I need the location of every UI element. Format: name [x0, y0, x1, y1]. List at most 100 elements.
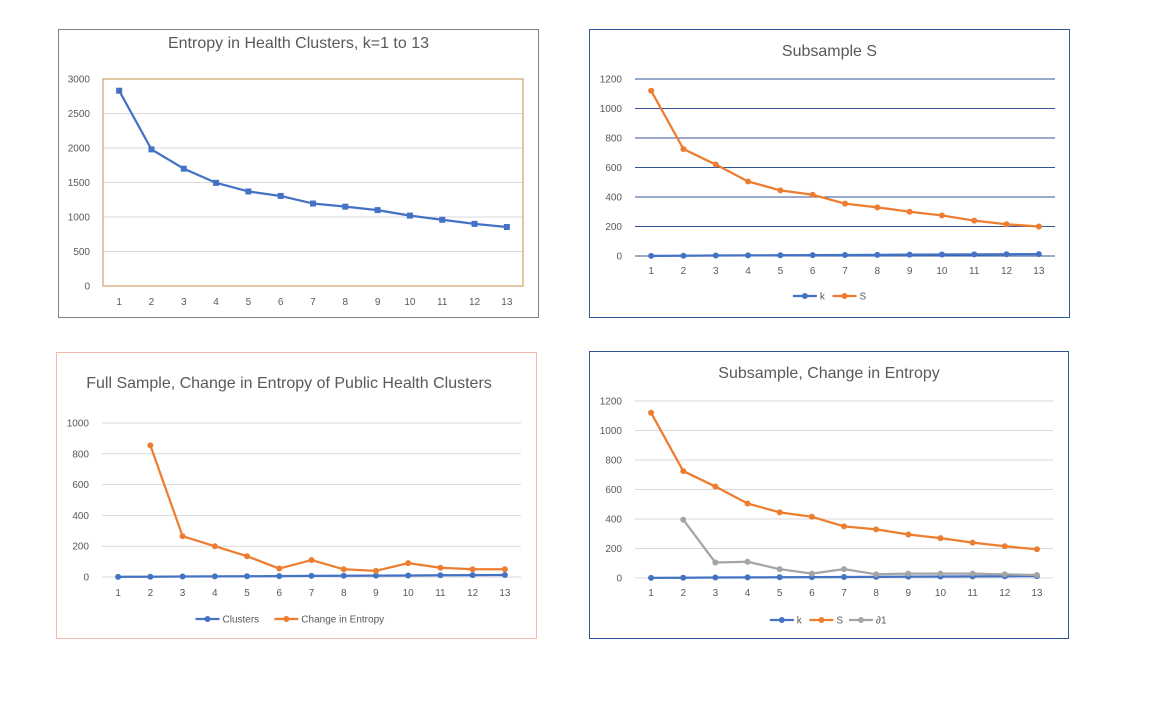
data-point	[874, 251, 881, 258]
x-tick-label: 10	[404, 297, 416, 308]
data-point	[971, 217, 978, 224]
data-point	[501, 571, 508, 578]
x-tick-label: 8	[873, 588, 879, 599]
x-tick-label: 12	[999, 588, 1011, 599]
y-tick-label: 400	[72, 511, 89, 522]
x-tick-label: 9	[373, 588, 379, 599]
legend-label: S	[860, 292, 867, 303]
data-point	[808, 570, 815, 577]
x-tick-label: 5	[777, 588, 783, 599]
data-point	[841, 566, 847, 573]
data-point	[213, 179, 220, 186]
x-tick-label: 6	[278, 297, 284, 308]
y-tick-label: 0	[616, 574, 622, 585]
x-tick-label: 8	[341, 588, 347, 599]
data-point	[374, 207, 381, 214]
x-tick-label: 10	[935, 588, 947, 599]
data-point	[340, 566, 347, 573]
data-point	[372, 572, 379, 579]
x-tick-label: 13	[499, 588, 511, 599]
data-point	[745, 252, 752, 259]
data-point	[211, 543, 218, 550]
x-tick-label: 3	[180, 588, 186, 599]
x-tick-label: 3	[713, 588, 719, 599]
data-point	[969, 539, 976, 546]
data-point	[437, 564, 444, 571]
plot-area-border	[102, 78, 524, 287]
data-point	[745, 178, 752, 185]
y-tick-label: 800	[605, 456, 622, 467]
data-point	[471, 220, 478, 227]
x-tick-label: 4	[213, 297, 219, 308]
legend-swatch-marker	[204, 616, 211, 622]
y-tick-label: 1000	[600, 426, 623, 437]
data-point	[340, 572, 347, 579]
data-point	[938, 251, 945, 258]
chart-title: Subsample S	[781, 43, 878, 60]
data-point	[179, 573, 186, 580]
x-tick-label: 11	[967, 588, 978, 599]
data-point	[680, 574, 687, 581]
data-point	[310, 200, 316, 207]
legend-swatch-marker	[801, 293, 808, 299]
data-point	[342, 203, 349, 210]
y-tick-label: 200	[72, 542, 89, 553]
data-point	[842, 200, 848, 207]
x-tick-label: 9	[907, 266, 913, 277]
chart-panel-full-sample-change: Full Sample, Change in Entropy of Public…	[56, 352, 537, 639]
data-point	[180, 165, 187, 172]
data-point	[680, 516, 687, 523]
data-point	[372, 567, 379, 574]
data-point	[937, 570, 944, 577]
data-point	[906, 208, 913, 215]
y-tick-label: 400	[605, 515, 622, 526]
x-tick-label: 12	[469, 297, 481, 308]
x-tick-label: 7	[841, 588, 847, 599]
x-tick-label: 5	[246, 297, 252, 308]
x-tick-label: 9	[906, 588, 912, 599]
x-tick-label: 4	[212, 588, 218, 599]
chart-panel-entropy-health-clusters: Entropy in Health Clusters, k=1 to 13 0 5…	[58, 29, 539, 318]
data-point	[148, 146, 155, 153]
data-point	[680, 146, 687, 153]
x-tick-label: 13	[1031, 588, 1043, 599]
data-point	[938, 212, 945, 219]
y-tick-label: 200	[605, 222, 622, 233]
x-tick-label: 6	[809, 588, 815, 599]
y-tick-label: 600	[72, 480, 89, 491]
x-tick-label: 7	[310, 297, 316, 308]
data-point	[937, 535, 944, 542]
data-point	[648, 252, 655, 259]
y-tick-label: 800	[605, 134, 622, 145]
data-point	[905, 531, 912, 538]
data-point	[1035, 251, 1042, 258]
x-tick-label: 2	[149, 297, 155, 308]
series-line	[149, 444, 505, 572]
y-tick-label: 400	[605, 193, 622, 204]
legend-swatch-marker	[778, 617, 785, 623]
data-point	[873, 526, 880, 533]
data-point	[842, 251, 848, 258]
data-point	[179, 533, 186, 540]
data-point	[712, 574, 719, 581]
data-point	[809, 252, 816, 259]
data-point	[1003, 251, 1010, 258]
data-point	[648, 409, 655, 416]
data-point	[648, 574, 655, 581]
x-tick-label: 5	[244, 588, 250, 599]
chart-title: Subsample, Change in Entropy	[718, 365, 940, 382]
y-tick-label: 200	[605, 544, 622, 555]
y-tick-label: 500	[73, 247, 90, 258]
data-point	[277, 192, 284, 199]
data-point	[1003, 221, 1010, 228]
data-point	[1001, 543, 1008, 550]
legend-label: ∂1	[876, 616, 887, 627]
y-tick-label: 0	[616, 252, 622, 263]
data-point	[503, 224, 510, 231]
data-point	[712, 559, 719, 566]
data-point	[501, 566, 508, 573]
y-tick-label: 1200	[600, 397, 623, 408]
y-tick-label: 2500	[68, 109, 91, 120]
